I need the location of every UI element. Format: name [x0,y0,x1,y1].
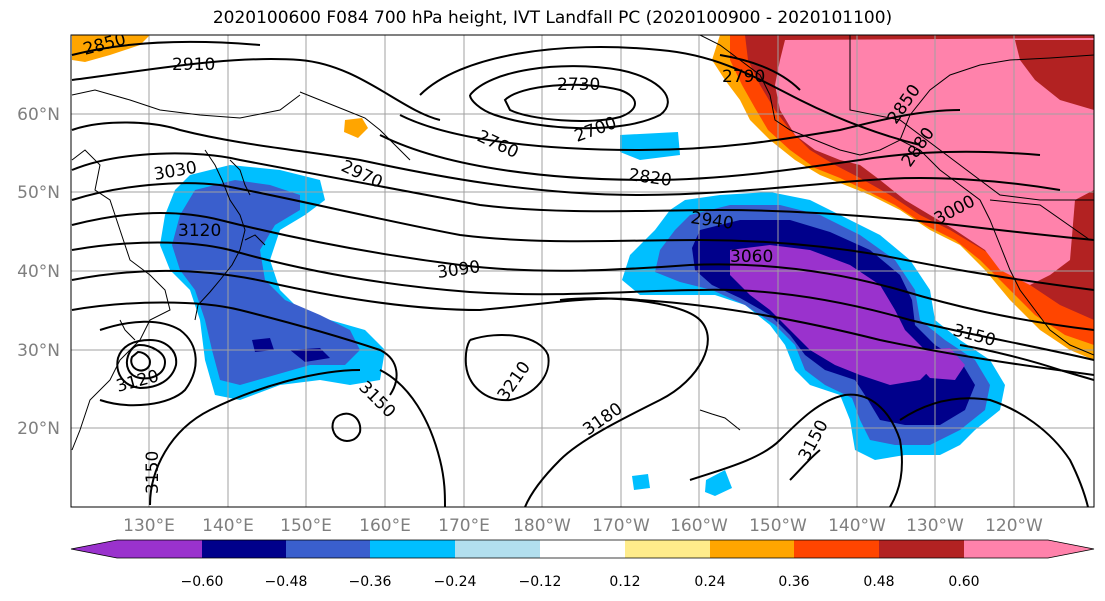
lon-label: 180°W [513,516,571,536]
colorbar-tick-label: 0.36 [778,574,809,590]
lon-label: 160°W [670,516,728,536]
latitude-labels: 60°N 50°N 40°N 30°N 20°N [17,105,60,439]
colorbar-swatch [455,540,540,558]
colorbar-tick-label: 0.48 [863,574,894,590]
contour-label: 3120 [178,221,221,241]
contour-label: 3060 [730,247,773,267]
colorbar-tick-label: −0.48 [265,574,308,590]
colorbar-swatch [202,540,286,558]
colorbar-tick-label: 0.24 [694,574,725,590]
map-title: 2020100600 F084 700 hPa height, IVT Land… [212,8,893,28]
lon-label: 160°E [359,516,411,536]
coastlines [71,35,1094,451]
colorbar [70,539,1095,559]
colorbar-swatch [117,540,202,558]
lat-label: 30°N [17,341,60,361]
contour-label: 2790 [722,67,765,87]
colorbar-swatch [540,540,625,558]
colorbar-tick-label: 0.60 [948,574,979,590]
lat-label: 50°N [17,183,60,203]
colorbar-extend-high [1048,540,1094,558]
lon-label: 140°W [828,516,886,536]
map-frame [70,34,1095,508]
colorbar-extend-low [71,540,117,558]
colorbar-swatch [964,540,1048,558]
lat-label: 20°N [17,419,60,439]
contour-label: 3150 [143,451,163,494]
colorbar-swatch [286,540,370,558]
lon-label: 150°W [749,516,807,536]
colorbar-swatch [370,540,455,558]
colorbar-ticks: −0.60 −0.48 −0.36 −0.24 −0.12 0.12 0.24 … [181,574,980,590]
contour-label: 2910 [172,55,215,75]
lon-label: 150°E [280,516,332,536]
height-contours [71,41,1094,507]
colorbar-swatch [794,540,879,558]
colorbar-tick-label: −0.12 [519,574,562,590]
colorbar-swatch [710,540,794,558]
lon-label: 130°E [123,516,175,536]
colorbar-tick-label: −0.60 [181,574,224,590]
lon-label: 140°E [202,516,254,536]
lat-label: 60°N [17,105,60,125]
colorbar-tick-label: −0.24 [434,574,477,590]
colorbar-tick-label: −0.36 [349,574,392,590]
longitude-labels: 130°E 140°E 150°E 160°E 170°E 180°W 170°… [123,516,1043,536]
colorbar-swatch [879,540,964,558]
colorbar-tick-label: 0.12 [609,574,640,590]
lon-label: 130°W [906,516,964,536]
lon-label: 170°E [438,516,490,536]
lat-label: 40°N [17,262,60,282]
contour-label: 2730 [557,75,600,95]
colorbar-swatch [625,540,710,558]
lon-label: 170°W [592,516,650,536]
lon-label: 120°W [985,516,1043,536]
